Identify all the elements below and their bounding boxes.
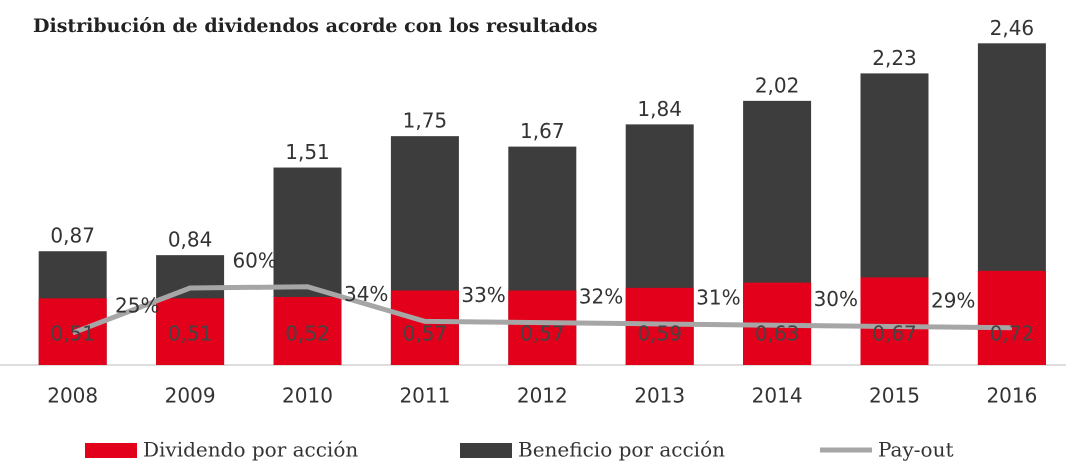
- legend-label: Dividendo por acción: [143, 438, 358, 462]
- bar: [156, 298, 225, 365]
- bar: [273, 297, 342, 365]
- legend-swatch: [460, 443, 512, 458]
- value-label: 2,02: [755, 73, 800, 97]
- value-label: 0,72: [990, 322, 1035, 346]
- x-tick-label: 2015: [869, 384, 920, 408]
- x-tick-label: 2016: [986, 384, 1037, 408]
- value-label: 32%: [579, 284, 623, 308]
- line: [71, 284, 1012, 336]
- value-label: 0,87: [50, 224, 95, 248]
- value-label: 31%: [696, 286, 740, 310]
- legend-swatch: [85, 443, 137, 458]
- value-label: 0,59: [637, 322, 682, 346]
- value-label: 2,23: [872, 46, 917, 70]
- bar: [860, 277, 929, 365]
- value-label: 29%: [931, 288, 975, 312]
- value-label: 0,51: [168, 322, 213, 346]
- x-tick-label: 2011: [399, 384, 450, 408]
- legend-label: Beneficio por acción: [518, 438, 725, 462]
- value-label: 0,51: [50, 322, 95, 346]
- value-label: 0,57: [403, 322, 448, 346]
- value-label: 0,57: [520, 322, 565, 346]
- value-label: 0,63: [755, 322, 800, 346]
- value-label: 60%: [232, 249, 276, 273]
- value-label: 33%: [461, 283, 505, 307]
- value-label: 34%: [344, 282, 388, 306]
- value-label: 1,84: [637, 97, 682, 121]
- legend-label: Pay-out: [878, 438, 954, 462]
- value-label: 1,51: [285, 140, 330, 164]
- value-label: 1,75: [403, 109, 448, 133]
- x-tick-label: 2013: [634, 384, 685, 408]
- x-tick-label: 2008: [47, 384, 98, 408]
- x-tick-label: 2010: [282, 384, 333, 408]
- value-label: 1,67: [520, 119, 565, 143]
- value-label: 0,52: [285, 322, 330, 346]
- value-label: 0,84: [168, 228, 213, 252]
- x-tick-label: 2012: [517, 384, 568, 408]
- bar: [977, 270, 1046, 365]
- x-tick-label: 2014: [752, 384, 803, 408]
- bar: [508, 290, 577, 365]
- value-label: 2,46: [990, 16, 1035, 40]
- value-label: 25%: [115, 293, 159, 317]
- x-tick-label: 2009: [165, 384, 216, 408]
- chart-title: Distribución de dividendos acorde con lo…: [33, 15, 598, 37]
- value-label: 30%: [814, 287, 858, 311]
- value-label: 0,67: [872, 322, 917, 346]
- bar: [390, 290, 459, 365]
